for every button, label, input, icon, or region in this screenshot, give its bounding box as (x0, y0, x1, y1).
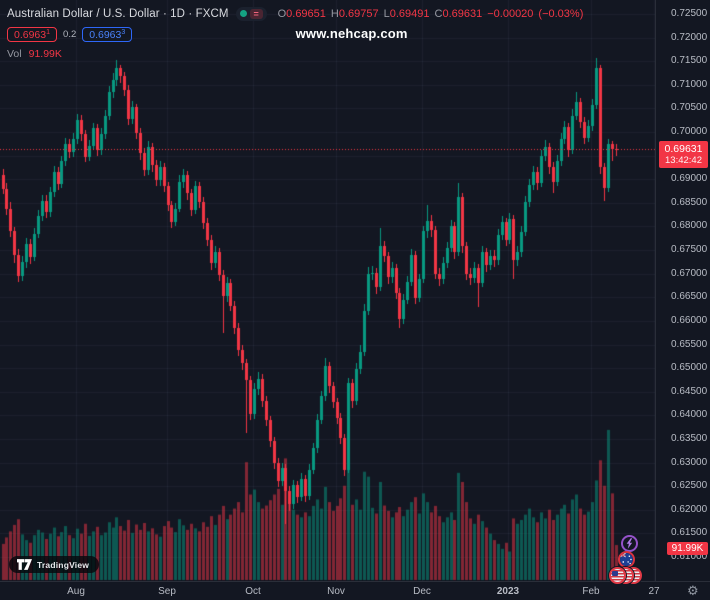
time-tick-label: Feb (582, 586, 600, 597)
price-tick-label: 0.70000 (671, 126, 708, 138)
ohlc-high-label: H (330, 7, 339, 20)
tradingview-logo-text: TradingView (37, 559, 90, 570)
delayed-data-icon: = (249, 8, 263, 19)
time-tick-label: 27 (648, 586, 660, 597)
us-flag-event-group[interactable] (609, 567, 642, 584)
price-tick-label: 0.72500 (671, 8, 708, 19)
ohlc-close-value: 0.69631 (442, 7, 483, 20)
lightning-icon (626, 538, 633, 549)
price-tick-label: 0.71500 (671, 55, 708, 67)
ohlc-open-label: O (277, 7, 287, 20)
market-status-indicator[interactable]: = (235, 6, 267, 21)
gear-icon[interactable]: ⚙ (687, 584, 699, 599)
last-price-badge: 0.69631 13:42:42 (659, 141, 708, 168)
bid-sup-digit: 1 (46, 29, 51, 36)
time-tick-label: Sep (158, 586, 176, 597)
key-events-icon[interactable] (621, 535, 638, 552)
price-tick-label: 0.69000 (671, 173, 708, 185)
last-price-value: 0.69631 (664, 143, 703, 155)
price-tick-label: 0.63500 (671, 432, 708, 444)
price-tick-label: 0.70500 (671, 102, 708, 114)
price-tick-label: 0.67500 (671, 244, 708, 256)
price-tick-label: 0.61000 (671, 551, 708, 562)
price-tick-label: 0.65000 (671, 362, 708, 374)
price-tick-label: 0.66000 (671, 314, 708, 326)
australia-flag-event-icon[interactable] (618, 551, 635, 568)
price-tick-label: 0.62000 (671, 503, 708, 515)
bid-price-button[interactable]: 0.6963 1 (7, 27, 58, 42)
price-tick-label: 0.71000 (671, 78, 708, 90)
time-tick-label: Dec (413, 586, 431, 597)
bar-countdown: 13:42:42 (665, 155, 702, 166)
symbol-title: Australian Dollar / U.S. Dollar · 1D · F… (7, 7, 229, 20)
ohlc-open-value: 0.69651 (286, 7, 326, 20)
price-tick-label: 0.66500 (671, 291, 708, 303)
ohlc-low-label: L (383, 7, 390, 20)
bid-value: 0.6963 (14, 29, 47, 41)
volume-label: Vol (7, 48, 22, 60)
us-flag-icon (609, 567, 626, 584)
australia-flag-icon (620, 553, 633, 566)
time-tick-label: Nov (327, 586, 345, 597)
price-tick-label: 0.64000 (671, 409, 708, 421)
spread-value: 0.2 (63, 29, 77, 40)
price-chart-canvas[interactable] (0, 0, 656, 581)
time-axis[interactable]: ⚙ Aug Sep Oct Nov Dec 2023 Feb 27 (0, 581, 710, 600)
price-tick-label: 0.64500 (671, 385, 708, 397)
price-tick-label: 0.65500 (671, 338, 708, 350)
market-open-dot-icon (239, 10, 247, 17)
time-tick-label: Oct (245, 586, 261, 597)
tradingview-logo-link[interactable]: TradingView (9, 556, 100, 573)
time-tick-label: Aug (67, 586, 85, 597)
price-tick-label: 0.62500 (671, 480, 708, 492)
ohlc-row: O0.69651 H0.69757 L0.69491 C0.69631 −0.0… (278, 8, 584, 20)
last-volume-badge: 91.99K (667, 542, 708, 555)
price-tick-label: 0.72000 (671, 31, 708, 43)
price-axis[interactable]: 0.69631 13:42:42 91.99K 0.72500 0.72000 0.… (655, 0, 710, 581)
ohlc-close-label: C (434, 7, 443, 20)
ohlc-high-value: 0.69757 (338, 7, 379, 20)
tradingview-icon (17, 559, 32, 570)
time-tick-label: 2023 (496, 586, 520, 597)
price-tick-label: 0.68000 (671, 220, 708, 232)
ask-price-button[interactable]: 0.6963 3 (82, 27, 133, 42)
ask-value: 0.6963 (89, 29, 122, 41)
price-tick-label: 0.61500 (671, 527, 708, 539)
price-tick-label: 0.63000 (671, 456, 708, 468)
chart-legend: Australian Dollar / U.S. Dollar · 1D · F… (7, 6, 583, 60)
price-tick-label: 0.67000 (671, 267, 708, 279)
ask-sup-digit: 3 (121, 29, 126, 36)
price-tick-label: 0.68500 (671, 196, 708, 208)
change-percent: (−0.03%) (538, 7, 584, 20)
volume-value: 91.99K (28, 48, 62, 60)
change-value: −0.00020 (487, 7, 534, 20)
ohlc-low-value: 0.69491 (389, 7, 430, 20)
watermark-url: www.nehcap.com (295, 26, 408, 41)
